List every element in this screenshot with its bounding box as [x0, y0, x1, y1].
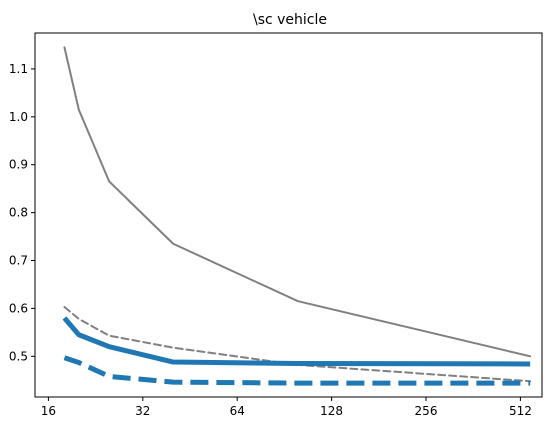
x-axis: 16 32 64 128 256 512 [41, 397, 532, 418]
x-tick-label: 256 [415, 404, 438, 418]
series-line-1 [63, 46, 532, 358]
y-tick-label: 1.1 [9, 62, 28, 76]
y-tick-label: 0.7 [9, 254, 28, 268]
plot-area [62, 46, 532, 386]
x-tick-label: 128 [320, 404, 343, 418]
y-tick-label: 1.0 [9, 110, 28, 124]
y-tick-label: 0.8 [9, 206, 28, 220]
series-line-3 [62, 316, 531, 367]
x-tick-label: 16 [41, 404, 56, 418]
x-tick-label: 32 [135, 404, 150, 418]
y-tick-label: 0.6 [9, 301, 28, 315]
x-tick-label: 512 [509, 404, 532, 418]
y-tick-label: 0.5 [9, 349, 28, 363]
series-line-2 [63, 305, 532, 383]
x-tick-label: 64 [230, 404, 245, 418]
y-tick-label: 0.9 [9, 158, 28, 172]
series-line-4 [63, 355, 531, 386]
plot-frame [34, 32, 543, 398]
y-axis: 0.5 0.6 0.7 0.8 0.9 1.0 1.1 [9, 62, 35, 363]
chart-title: \sc vehicle [253, 12, 327, 28]
